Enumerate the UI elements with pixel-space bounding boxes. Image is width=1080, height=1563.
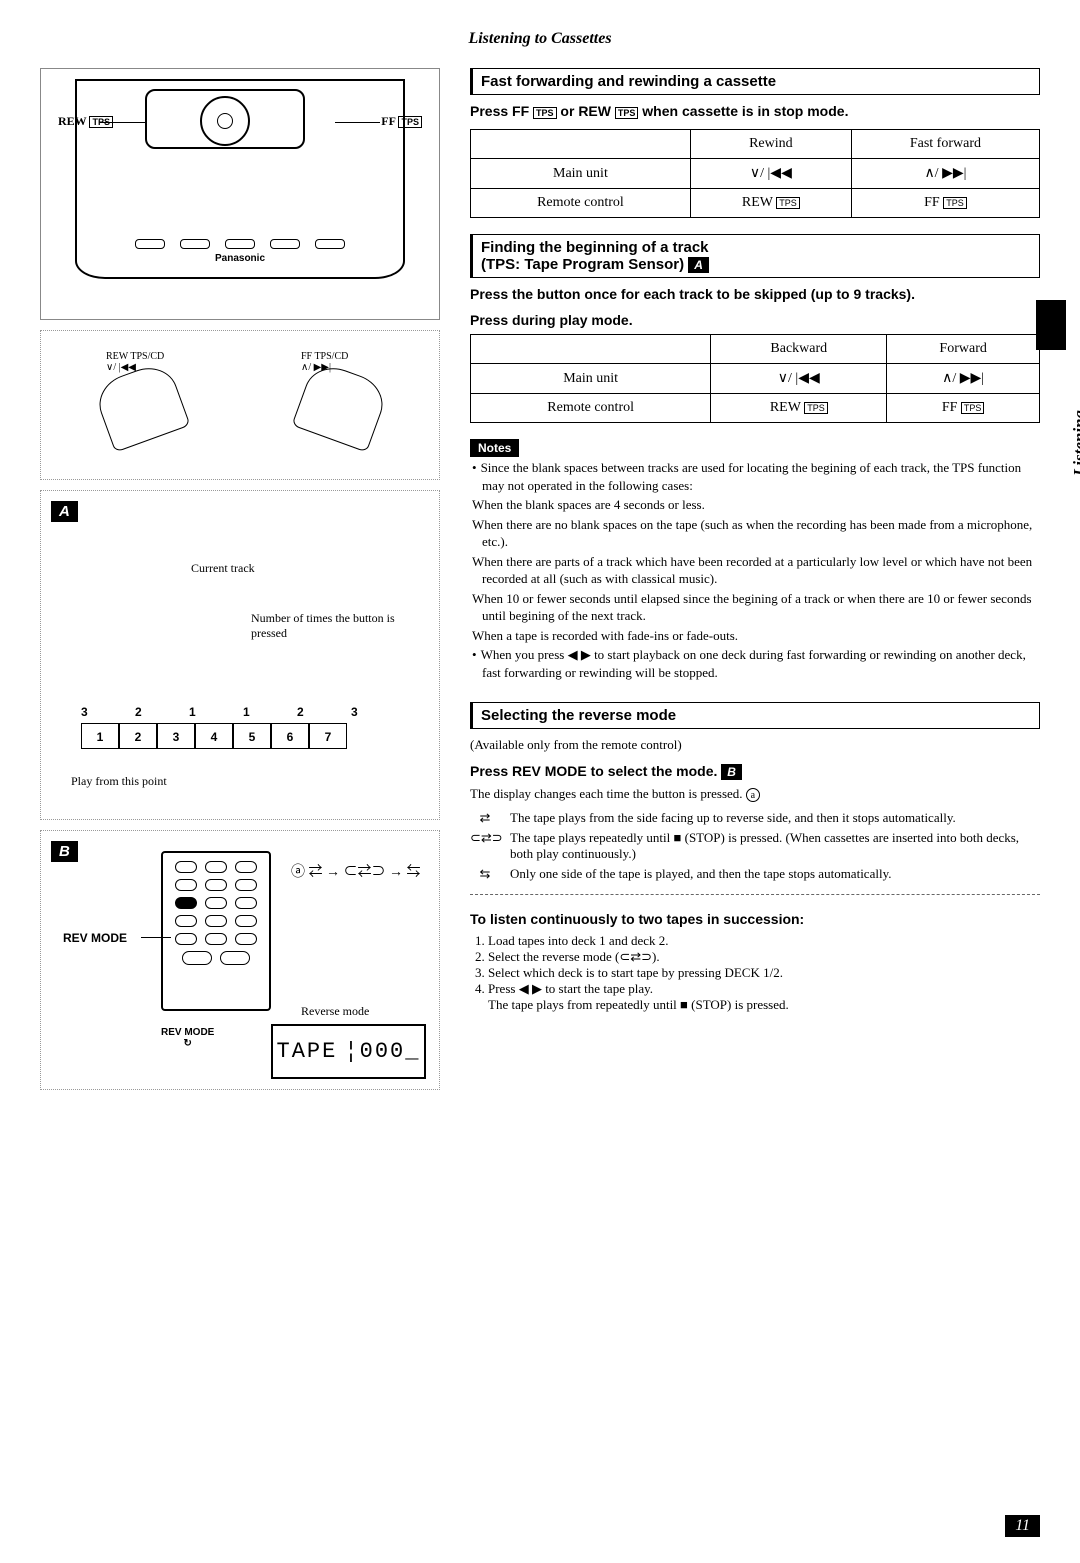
figure-remote-hands: REW TPS/CD∨/ |◀◀ FF TPS/CD∧/ ▶▶| [40, 330, 440, 480]
num-times-label: Number of times the button is pressed [251, 611, 411, 641]
lcd-display-icon: TAPE ¦000_ [271, 1024, 426, 1079]
mode-text: Only one side of the tape is played, and… [510, 866, 891, 882]
right-column: Fast forwarding and rewinding a cassette… [470, 68, 1040, 1090]
figure-a: A Current track Number of times the butt… [40, 490, 440, 820]
track-cell: 5 [233, 723, 271, 749]
sec1-table: RewindFast forward Main unit∨/ |◀◀∧/ ▶▶|… [470, 129, 1040, 218]
sec2-heading: Finding the beginning of a track (TPS: T… [470, 234, 1040, 278]
step-item: Select the reverse mode (⊂⇄⊃). [488, 949, 1040, 965]
table-header: Backward [711, 335, 887, 364]
sec3-avail: (Available only from the remote control) [470, 737, 1040, 753]
tps-badge-icon: TPS [615, 107, 639, 119]
rev-mode-pointer: REV MODE [63, 931, 127, 945]
brand-label: Panasonic [55, 253, 425, 264]
step-item: Press ◀ ▶ to start the tape play. [488, 981, 1040, 997]
note-item: When a tape is recorded with fade-ins or… [482, 627, 1040, 645]
table-header: Rewind [690, 130, 851, 159]
sec3-display-changes: The display changes each time the button… [470, 786, 1040, 802]
mode-icon: ⊂⇄⊃ [470, 830, 500, 862]
figure-b: B REV MODE ⓐ ⇄ → ⊂⇄⊃ → ⇆ Reverse mode RE… [40, 830, 440, 1090]
mode-sequence: ⓐ ⇄ → ⊂⇄⊃ → ⇆ [291, 861, 421, 881]
sec1-heading: Fast forwarding and rewinding a cassette [470, 68, 1040, 95]
ff-cd-label: FF TPS/CD [301, 351, 348, 362]
table-cell: REW TPS [711, 394, 887, 423]
figure-b-ref: B [721, 764, 742, 780]
table-header [471, 130, 691, 159]
mode-text: The tape plays repeatedly until ■ (STOP)… [510, 830, 1040, 862]
play-from-label: Play from this point [71, 774, 167, 789]
table-cell: ∨/ |◀◀ [690, 159, 851, 189]
table-cell: ∧/ ▶▶| [887, 364, 1040, 394]
reverse-mode-label: Reverse mode [301, 1004, 369, 1019]
table-cell: FF TPS [851, 189, 1039, 218]
table-cell: Main unit [471, 159, 691, 189]
figure-b-tag: B [51, 841, 78, 862]
track-cell: 4 [195, 723, 233, 749]
table-cell: FF TPS [887, 394, 1040, 423]
side-tab-label: Listening [1070, 410, 1080, 476]
page-number: 11 [1005, 1515, 1040, 1537]
table-header: Fast forward [851, 130, 1039, 159]
note-item: When you press ◀ ▶ to start playback on … [482, 646, 1040, 681]
mode-text: The tape plays from the side facing up t… [510, 810, 956, 826]
step-item: Load tapes into deck 1 and deck 2. [488, 933, 1040, 949]
note-item: When there are parts of a track which ha… [482, 553, 1040, 588]
track-cell: 2 [119, 723, 157, 749]
note-item: When 10 or fewer seconds until elapsed s… [482, 590, 1040, 625]
figure-a-ref: A [688, 257, 709, 273]
sec3-press: Press REV MODE to select the mode. B [470, 763, 1040, 780]
table-cell: ∨/ |◀◀ [711, 364, 887, 394]
rew-cd-label: REW TPS/CD [106, 351, 164, 362]
note-item: Since the blank spaces between tracks ar… [482, 459, 1040, 494]
sec1-instruction: Press FF TPS or REW TPS when cassette is… [470, 103, 1040, 119]
press-counts: 3 2 1 1 2 3 [81, 705, 380, 719]
rev-mode-small-label: REV MODE↻ [161, 1027, 214, 1049]
table-cell: Remote control [471, 189, 691, 218]
table-cell: REW TPS [690, 189, 851, 218]
notes-label: Notes [470, 439, 519, 457]
mode-icon: ⇄ [470, 810, 500, 826]
two-tapes-heading: To listen continuously to two tapes in s… [470, 911, 1040, 927]
reverse-modes-list: ⇄ The tape plays from the side facing up … [470, 810, 1040, 882]
lcd-counter: ¦000_ [344, 1039, 420, 1064]
page-title: Listening to Cassettes [40, 30, 1040, 48]
table-cell: Remote control [471, 394, 711, 423]
lcd-tape: TAPE [277, 1039, 338, 1064]
remote-body-icon [161, 851, 271, 1011]
figure-stereo: REW TPS FF TPS Panasonic [40, 68, 440, 320]
side-black-box-icon [1036, 300, 1066, 350]
step-note: The tape plays from repeatedly until ■ (… [488, 997, 1040, 1013]
track-cell: 1 [81, 723, 119, 749]
mode-icon: ⇆ [470, 866, 500, 882]
hand-left-icon [91, 359, 190, 452]
figure-a-tag: A [51, 501, 78, 522]
circle-a-icon: a [746, 788, 760, 802]
table-header: Forward [887, 335, 1040, 364]
track-cell: 7 [309, 723, 347, 749]
note-item: When the blank spaces are 4 seconds or l… [482, 496, 1040, 514]
hand-right-icon [291, 359, 390, 452]
left-column: REW TPS FF TPS Panasonic REW TPS/CD∨/ |◀… [40, 68, 440, 1090]
step-item: Select which deck is to start tape by pr… [488, 965, 1040, 981]
sec2-table: BackwardForward Main unit∨/ |◀◀∧/ ▶▶| Re… [470, 334, 1040, 423]
sec2-sub: Press the button once for each track to … [470, 286, 1040, 302]
tps-badge-icon: TPS [533, 107, 557, 119]
sec2-play-mode: Press during play mode. [470, 312, 1040, 328]
track-bar: 1 2 3 4 5 6 7 [81, 723, 347, 749]
track-cell: 6 [271, 723, 309, 749]
current-track-label: Current track [191, 561, 255, 576]
two-tapes-section: To listen continuously to two tapes in s… [470, 911, 1040, 1013]
track-cell: 3 [157, 723, 195, 749]
table-cell: ∧/ ▶▶| [851, 159, 1039, 189]
sec3-heading: Selecting the reverse mode [470, 702, 1040, 729]
notes-list: Since the blank spaces between tracks ar… [470, 459, 1040, 682]
table-cell: Main unit [471, 364, 711, 394]
table-header [471, 335, 711, 364]
note-item: When there are no blank spaces on the ta… [482, 516, 1040, 551]
